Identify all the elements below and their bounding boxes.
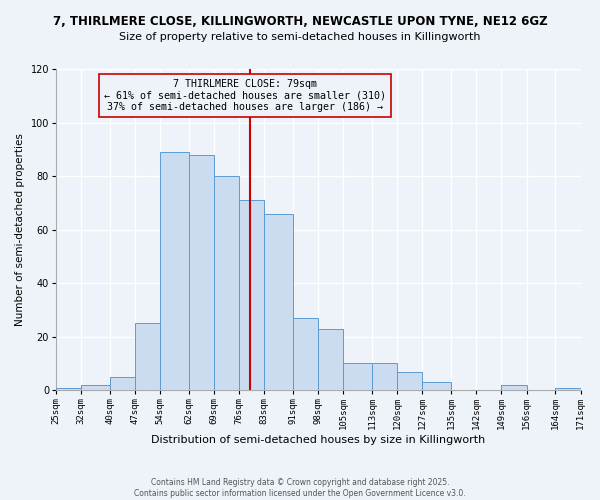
Bar: [110, 377, 135, 390]
Bar: [265, 214, 293, 390]
Bar: [556, 388, 581, 390]
Text: 7, THIRLMERE CLOSE, KILLINGWORTH, NEWCASTLE UPON TYNE, NE12 6GZ: 7, THIRLMERE CLOSE, KILLINGWORTH, NEWCAS…: [53, 15, 547, 28]
Bar: [343, 364, 372, 390]
Bar: [318, 328, 343, 390]
Bar: [81, 385, 110, 390]
Bar: [56, 388, 81, 390]
Text: 7 THIRLMERE CLOSE: 79sqm
← 61% of semi-detached houses are smaller (310)
37% of : 7 THIRLMERE CLOSE: 79sqm ← 61% of semi-d…: [104, 78, 386, 112]
Bar: [293, 318, 318, 390]
Bar: [239, 200, 265, 390]
Bar: [502, 385, 527, 390]
Bar: [372, 364, 397, 390]
Bar: [160, 152, 189, 390]
Text: Contains HM Land Registry data © Crown copyright and database right 2025.
Contai: Contains HM Land Registry data © Crown c…: [134, 478, 466, 498]
Text: Size of property relative to semi-detached houses in Killingworth: Size of property relative to semi-detach…: [119, 32, 481, 42]
Bar: [189, 154, 214, 390]
Y-axis label: Number of semi-detached properties: Number of semi-detached properties: [15, 133, 25, 326]
Bar: [135, 324, 160, 390]
Bar: [214, 176, 239, 390]
X-axis label: Distribution of semi-detached houses by size in Killingworth: Distribution of semi-detached houses by …: [151, 435, 485, 445]
Bar: [422, 382, 451, 390]
Bar: [397, 372, 422, 390]
